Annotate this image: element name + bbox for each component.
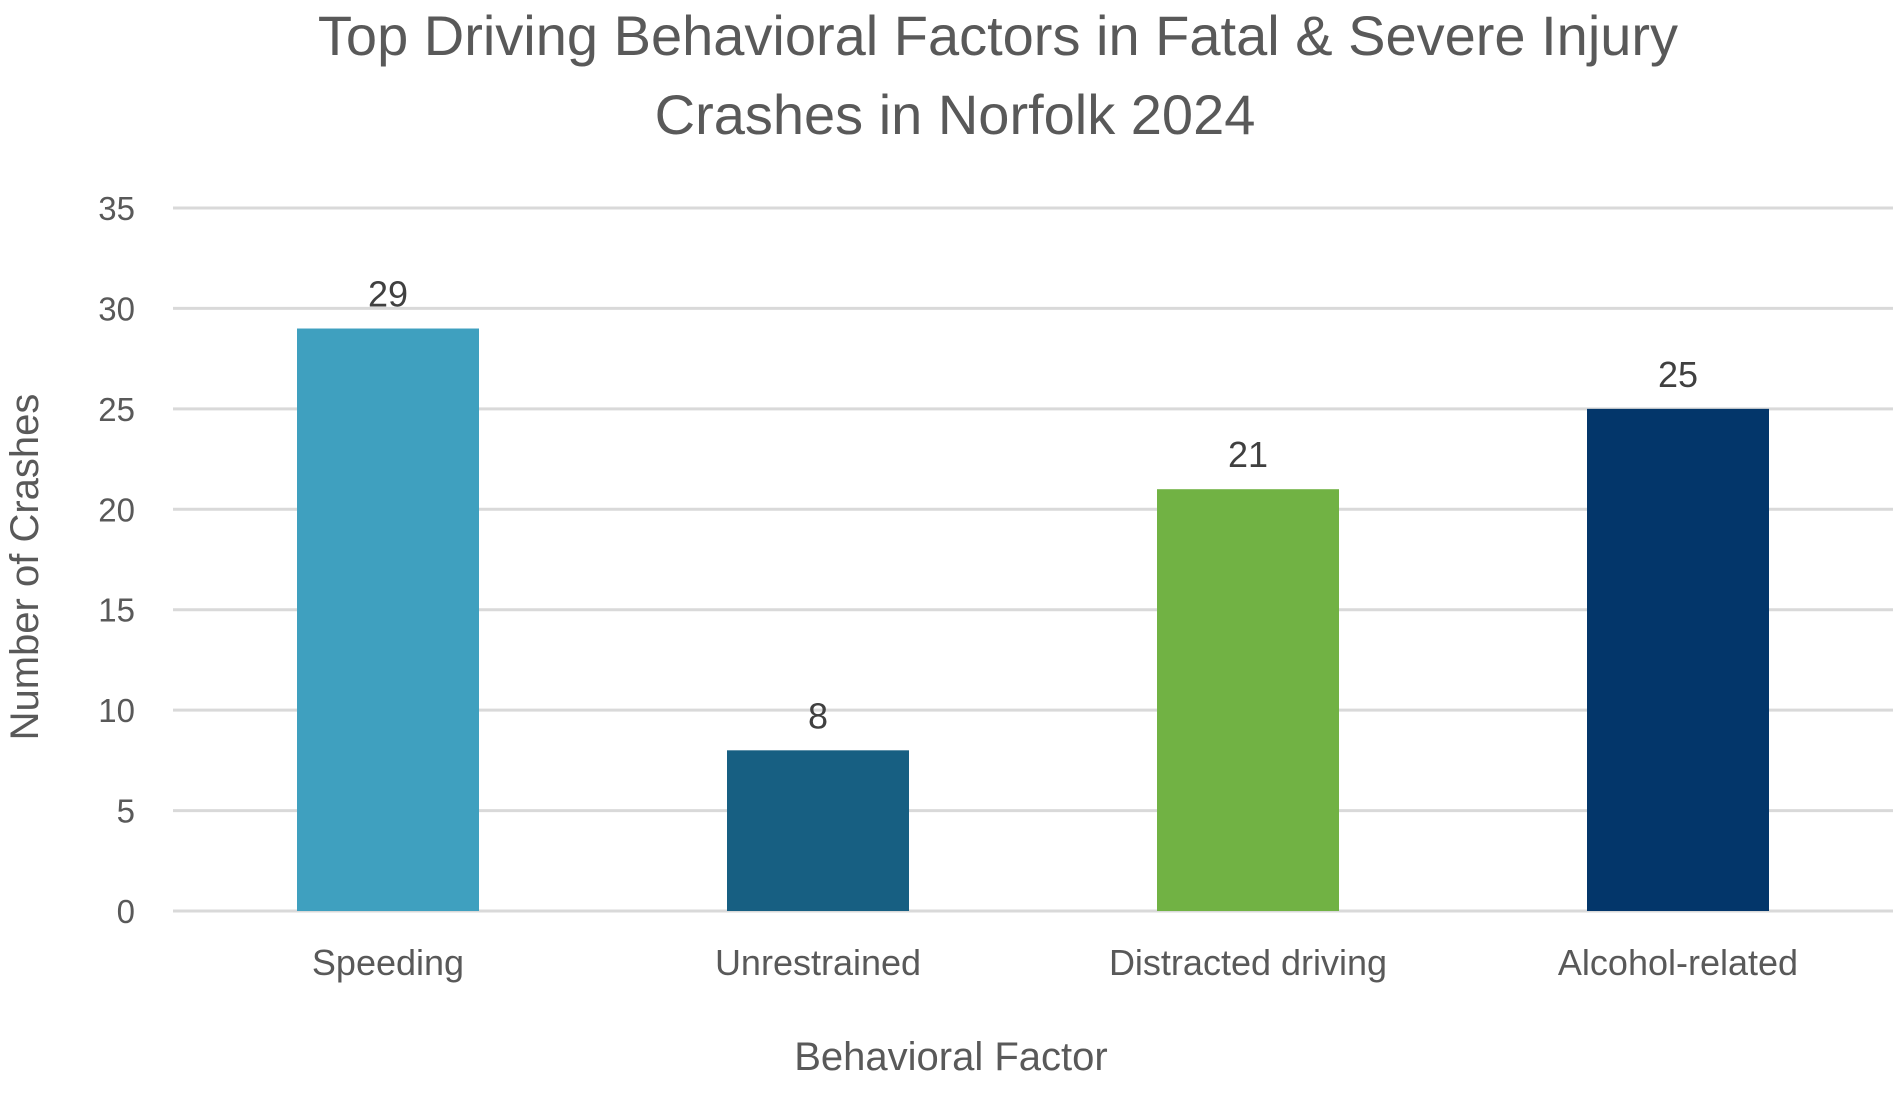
x-tick-label: Alcohol-related (1558, 942, 1798, 983)
x-tick-label: Distracted driving (1109, 942, 1387, 983)
data-label: 8 (808, 695, 828, 736)
x-tick-labels: Speeding Unrestrained Distracted driving Al… (312, 942, 1798, 983)
x-axis-title: Behavioral Factor (794, 1035, 1107, 1079)
y-tick-label: 30 (98, 290, 135, 327)
y-axis-title: Number of Crashes (3, 394, 47, 741)
y-tick-label: 20 (98, 491, 135, 528)
chart-title-line-1: Top Driving Behavioral Factors in Fatal … (318, 4, 1678, 67)
y-tick-labels: 0 5 10 15 20 25 30 35 (98, 190, 135, 930)
data-labels: 29 8 21 25 (368, 274, 1698, 737)
data-label: 29 (368, 274, 408, 315)
x-tick-label: Speeding (312, 942, 464, 983)
y-tick-label: 10 (98, 692, 135, 729)
bar (727, 750, 909, 911)
bars (297, 328, 1769, 911)
y-tick-label: 0 (117, 893, 135, 930)
y-tick-label: 25 (98, 391, 135, 428)
bar (297, 328, 479, 911)
y-tick-label: 15 (98, 592, 135, 629)
chart-title-line-2: Crashes in Norfolk 2024 (655, 83, 1256, 146)
y-tick-label: 5 (117, 793, 135, 830)
bar (1587, 408, 1769, 911)
data-label: 25 (1658, 354, 1698, 395)
x-tick-label: Unrestrained (715, 942, 921, 983)
y-tick-label: 35 (98, 190, 135, 227)
bar (1157, 489, 1339, 911)
data-label: 21 (1228, 434, 1268, 475)
